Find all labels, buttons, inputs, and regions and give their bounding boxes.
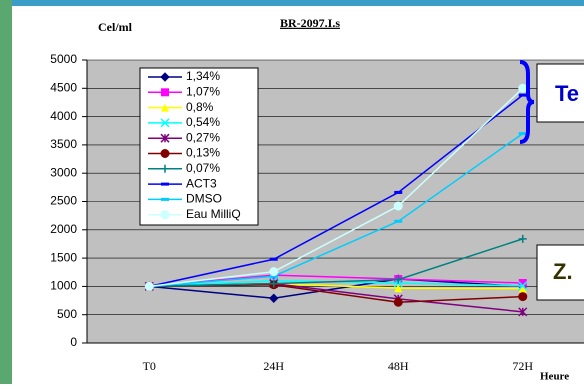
x-tick-label: 72H <box>512 359 533 373</box>
legend-label: 0,27% <box>186 130 220 144</box>
y-tick-label: 5000 <box>50 52 77 66</box>
marker <box>519 293 527 301</box>
y-tick-label: 4000 <box>50 109 77 123</box>
y-tick-label: 0 <box>70 335 77 349</box>
y-tick-label: 1500 <box>50 250 77 264</box>
y-tick-label: 2500 <box>50 194 77 208</box>
annotation: Te <box>555 81 579 106</box>
x-tick-label: 24H <box>263 359 284 373</box>
x-tick-label: 48H <box>388 359 409 373</box>
legend-label: Eau MilliQ <box>186 207 241 221</box>
marker <box>161 211 169 219</box>
chart: BR-2097.I.s Cel/ml Heure 0 500 1000 1500 200… <box>0 0 584 384</box>
y-tick-label: 1000 <box>50 279 77 293</box>
marker <box>270 268 278 276</box>
marker <box>145 282 153 290</box>
y-tick-label: 4500 <box>50 80 77 94</box>
legend-label: 0,8% <box>186 100 214 114</box>
legend-label: 0,54% <box>186 115 220 129</box>
marker <box>394 298 402 306</box>
marker <box>519 84 527 92</box>
legend-label: 1,07% <box>186 84 220 98</box>
y-tick-label: 3500 <box>50 137 77 151</box>
y-tick-label: 3000 <box>50 165 77 179</box>
annotation: Z. <box>553 259 573 284</box>
marker <box>161 88 169 96</box>
legend-label: 0,07% <box>186 161 220 175</box>
legend-label: ACT3 <box>186 176 217 190</box>
y-axis-label: Cel/ml <box>98 20 133 34</box>
legend-label: 0,13% <box>186 146 220 160</box>
x-axis-label: Heure <box>540 371 569 383</box>
chart-title: BR-2097.I.s <box>280 16 340 30</box>
x-tick-label: T0 <box>143 359 156 373</box>
legend-label: 1,34% <box>186 69 220 83</box>
y-tick-label: 500 <box>57 307 77 321</box>
legend-label: DMSO <box>186 192 222 206</box>
page: {"chart_data":{"type":"line","title":"BR… <box>0 0 584 384</box>
marker <box>394 202 402 210</box>
y-tick-label: 2000 <box>50 222 77 236</box>
side-strip <box>0 0 12 384</box>
marker <box>161 150 169 158</box>
